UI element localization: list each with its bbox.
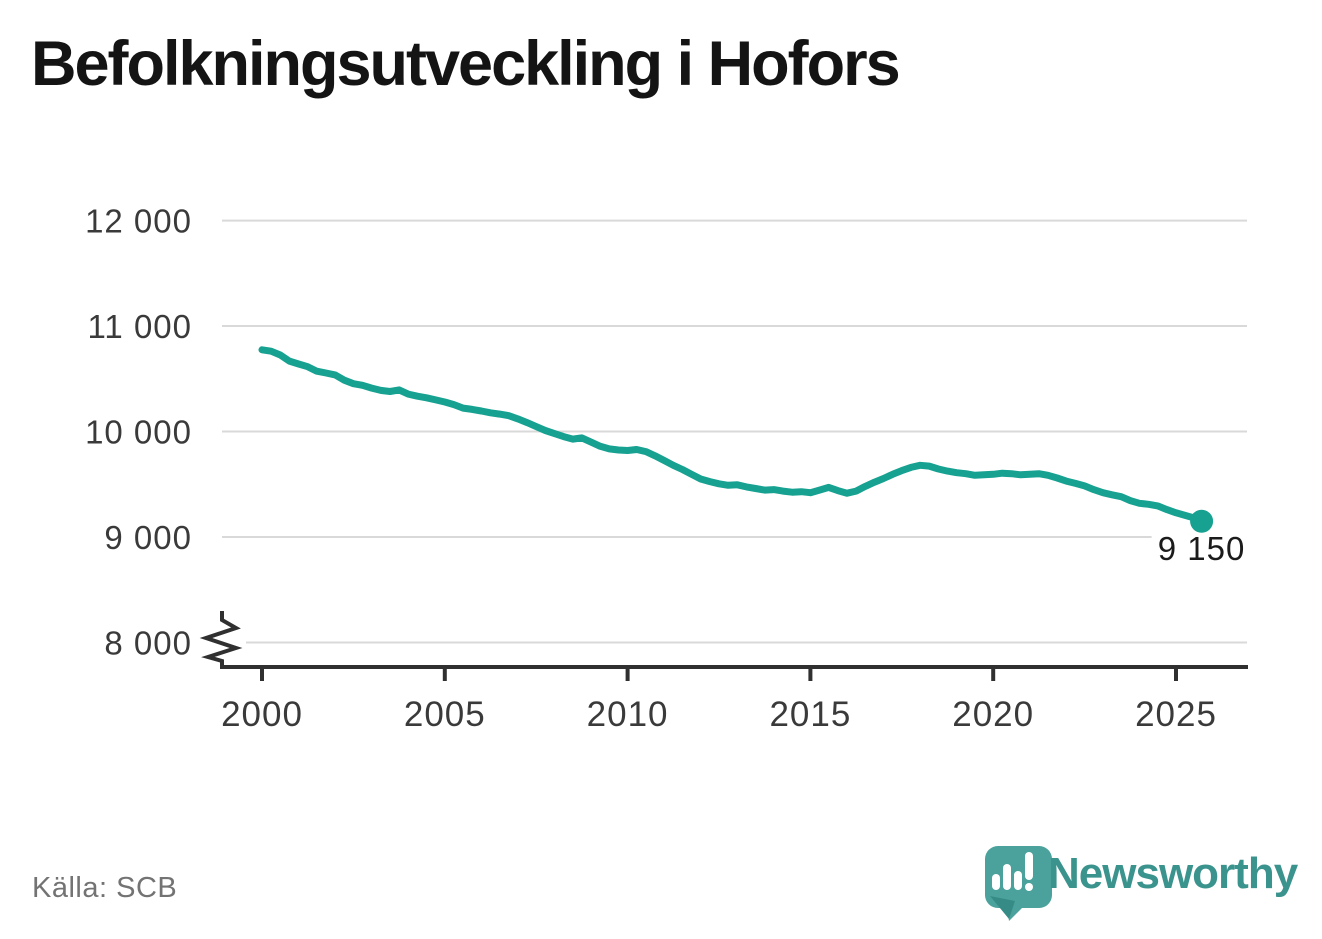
bar-2	[1003, 864, 1011, 890]
source-label: Källa: SCB	[32, 872, 178, 904]
x-tick-label: 2015	[769, 695, 851, 734]
y-tick-label: 11 000	[88, 308, 192, 345]
end-point-marker	[1190, 509, 1214, 533]
newsworthy-logo-icon	[985, 846, 1052, 921]
x-tick-label: 2020	[952, 695, 1034, 734]
brand-name: Newsworthy	[1048, 849, 1298, 898]
speech-bubble-bar-chart-icon	[985, 846, 1052, 921]
y-tick-label: 9 000	[104, 519, 192, 556]
y-tick-label: 12 000	[85, 203, 192, 240]
bubble-shadow	[990, 896, 1015, 919]
exclamation-bar	[1025, 852, 1033, 880]
x-tick-label: 2000	[221, 695, 303, 734]
y-tick-label: 10 000	[85, 414, 192, 451]
exclamation-dot	[1025, 883, 1033, 891]
x-tick-label: 2010	[587, 695, 669, 734]
bar-3	[1014, 871, 1022, 890]
axis-break-zigzag	[199, 611, 243, 667]
y-tick-label: 8 000	[104, 625, 192, 662]
end-value-label: 9 150	[1158, 530, 1246, 567]
population-line	[258, 346, 1206, 525]
bar-1	[992, 874, 1000, 890]
chart-title: Befolkningsutveckling i Hofors	[31, 29, 901, 99]
newsworthy-logo: Newsworthy	[978, 838, 1308, 928]
end-label-backdrop	[1151, 531, 1250, 562]
x-tick-label: 2005	[404, 695, 486, 734]
x-tick-label: 2025	[1135, 695, 1217, 734]
